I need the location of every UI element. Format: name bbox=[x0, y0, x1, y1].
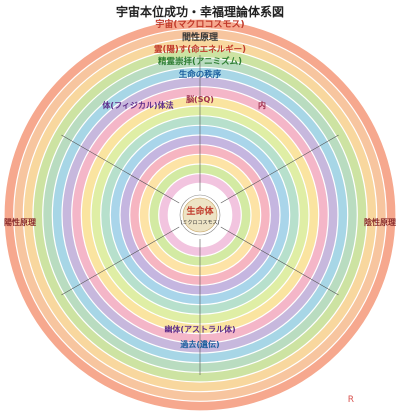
seirei-label: 精霊崇拝(アニミズム) bbox=[158, 56, 242, 67]
spoke-line-6 bbox=[220, 134, 339, 204]
center-main-label: 生命体 bbox=[186, 205, 214, 217]
inter-label: 間性原理 bbox=[182, 31, 218, 43]
reiun-label: 霊(陽)す(命エネルギー) bbox=[154, 44, 246, 55]
spoke-line-3 bbox=[61, 226, 180, 296]
left-spiritual-label: 陽性原理 bbox=[4, 217, 36, 227]
sq-label: 脳(SQ) bbox=[185, 94, 214, 104]
center-inner-disc bbox=[182, 197, 218, 233]
spoke-line-4 bbox=[61, 134, 180, 204]
diagram-title: 宇宙本位成功・幸福理論体系図 bbox=[115, 5, 284, 19]
astral-label: 幽体(アストラル体) bbox=[164, 324, 235, 334]
past-label: 過去(遺伝) bbox=[179, 339, 219, 349]
order-label: 生命の秩序 bbox=[179, 69, 222, 80]
tai-label: 体(フィジカル)体法 bbox=[102, 100, 173, 110]
naiiki-label: 内 bbox=[258, 100, 266, 110]
macro-label: 宇宙(マクロコスモス) bbox=[155, 18, 244, 30]
spokes-group bbox=[61, 55, 339, 375]
spoke-line-1 bbox=[220, 226, 339, 296]
right-spiritual-label: 陰性原理 bbox=[364, 217, 396, 227]
center-sub-label: (ミクロコスモス) bbox=[181, 220, 220, 226]
registered-mark: R bbox=[347, 395, 354, 405]
